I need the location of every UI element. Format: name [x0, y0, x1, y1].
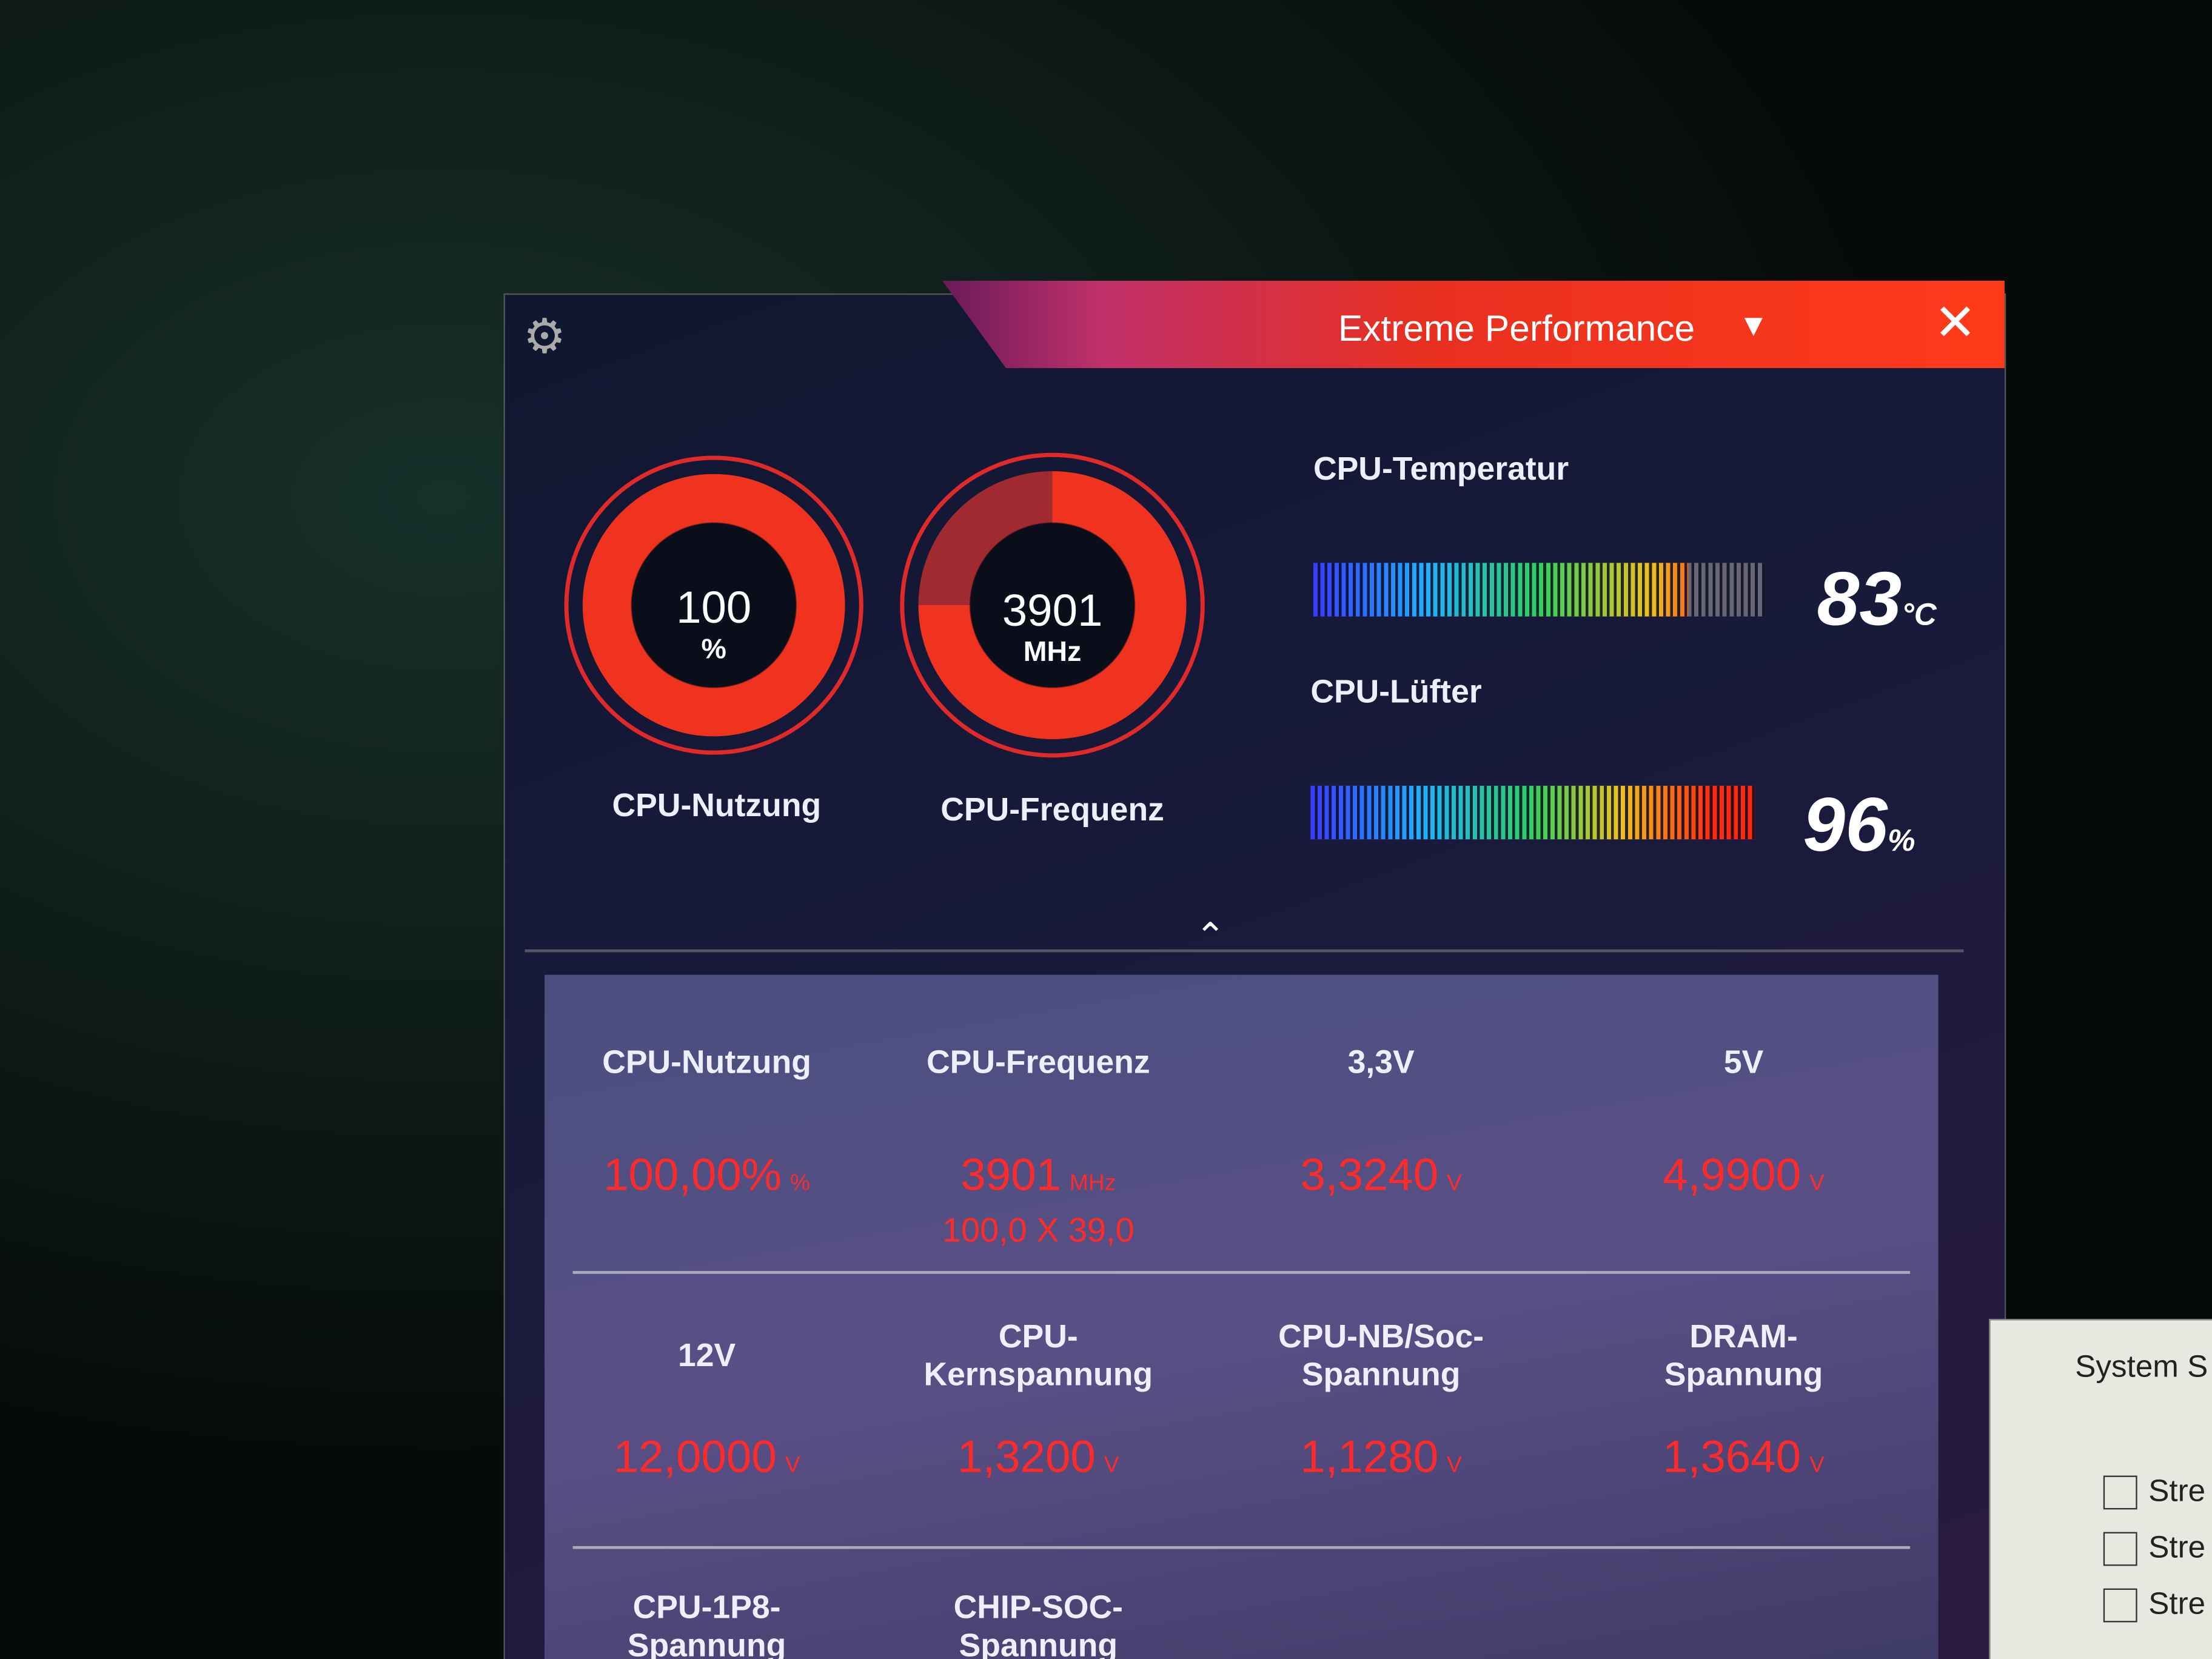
cell-value: 3,3240 V: [1300, 1149, 1461, 1201]
unit: °C: [1902, 597, 1937, 632]
cell-value: 1,1280 V: [1300, 1431, 1461, 1483]
value: 1,1280: [1300, 1431, 1439, 1482]
sensor-value: 83°C: [1817, 556, 1937, 643]
unit: V: [1809, 1453, 1825, 1478]
checkbox-row: Stre: [2103, 1529, 2205, 1566]
value: 12,0000: [613, 1431, 777, 1482]
unit: %: [1888, 822, 1915, 858]
gauge-label: CPU-Nutzung: [612, 786, 822, 823]
cell-label: CPU-NB/Soc-Spannung: [1278, 1317, 1484, 1393]
checkbox-label: Stre: [2148, 1585, 2206, 1621]
collapse-button[interactable]: ⌃: [1195, 914, 1226, 957]
sensor-label: CPU-Lüfter: [1310, 672, 1482, 710]
value: 96: [1803, 783, 1888, 868]
window-title: System S: [2075, 1349, 2208, 1384]
unit: MHz: [1069, 1171, 1116, 1196]
value: 3901: [960, 1148, 1061, 1200]
cell-label: 3,3V: [1347, 1043, 1415, 1080]
fan-bar: [1310, 785, 1755, 840]
sensor-value: 96%: [1803, 782, 1915, 869]
gauge-unit: MHz: [1023, 637, 1082, 668]
profile-title[interactable]: Extreme Performance: [1338, 307, 1695, 349]
unit: V: [1447, 1453, 1462, 1478]
checkbox-row: Stre: [2103, 1586, 2205, 1623]
value: 100,00%: [603, 1148, 782, 1200]
value: 1,3200: [957, 1431, 1096, 1482]
unit: %: [789, 1171, 811, 1196]
cell-value: 1,3640 V: [1663, 1431, 1824, 1483]
value: 4,9900: [1663, 1148, 1801, 1200]
cell-detail: 100,0 X 39,0: [942, 1212, 1134, 1250]
detail-panel: CPU-Nutzung 100,00%% CPU-Frequenz 3901 MHz 10…: [545, 974, 1939, 1659]
gauge-value: 3901: [1002, 585, 1103, 636]
value: 1,3640: [1663, 1431, 1801, 1482]
row-divider: [572, 1271, 1911, 1274]
app-window: ⚙ Extreme Performance ▼ ✕ 100 % CPU-Nutz…: [503, 280, 2006, 1659]
value: 3,3240: [1300, 1148, 1439, 1200]
cell-value: 4,9900 V: [1663, 1149, 1824, 1201]
dropdown-arrow[interactable]: ▼: [1738, 307, 1769, 343]
checkbox: [2103, 1589, 2137, 1623]
temperature-bar: [1313, 563, 1765, 617]
cell-label: CPU-Nutzung: [602, 1043, 811, 1080]
row-divider: [572, 1546, 1911, 1549]
title-bar: [942, 280, 2005, 369]
unit: V: [1104, 1453, 1119, 1478]
cell-value: 12,0000 V: [614, 1431, 800, 1483]
gauge: [918, 471, 1187, 740]
checkbox-row: Stre: [2103, 1473, 2205, 1510]
gauge-ring: [900, 452, 1205, 758]
cell-label: DRAM-Spannung: [1664, 1317, 1823, 1393]
gauge-label: CPU-Frequenz: [940, 791, 1164, 828]
cell-label: 12V: [677, 1336, 736, 1373]
unit: V: [1447, 1171, 1462, 1196]
gauge-unit: %: [701, 634, 726, 665]
cell-label: 5V: [1723, 1043, 1764, 1080]
cell-label: CPU-Frequenz: [926, 1043, 1150, 1080]
settings-icon[interactable]: ⚙: [523, 310, 566, 364]
sensor-label: CPU-Temperatur: [1313, 450, 1569, 487]
value: 83: [1817, 557, 1902, 642]
gauge-ring: [564, 455, 863, 755]
gauge: [582, 474, 845, 737]
unit: V: [1809, 1171, 1825, 1196]
cell-label: CPU-1P8-Spannung: [627, 1588, 786, 1659]
checkbox: [2103, 1532, 2137, 1566]
close-button[interactable]: ✕: [1934, 293, 1977, 352]
cell-value: 100,00%%: [603, 1149, 810, 1201]
checkbox-label: Stre: [2148, 1529, 2206, 1565]
unit: V: [785, 1453, 800, 1478]
gauge-value: 100: [676, 581, 752, 633]
cell-label: CPU-Kernspannung: [923, 1317, 1153, 1393]
cell-value: 1,3200 V: [957, 1431, 1119, 1483]
cell-label: CHIP-SOC-Spannung: [953, 1588, 1124, 1659]
checkbox: [2103, 1475, 2137, 1510]
checkbox-label: Stre: [2148, 1472, 2206, 1509]
divider: [525, 949, 1964, 953]
cell-value: 3901 MHz: [960, 1149, 1116, 1201]
side-window: System S Stre Stre Stre: [1989, 1319, 2212, 1659]
